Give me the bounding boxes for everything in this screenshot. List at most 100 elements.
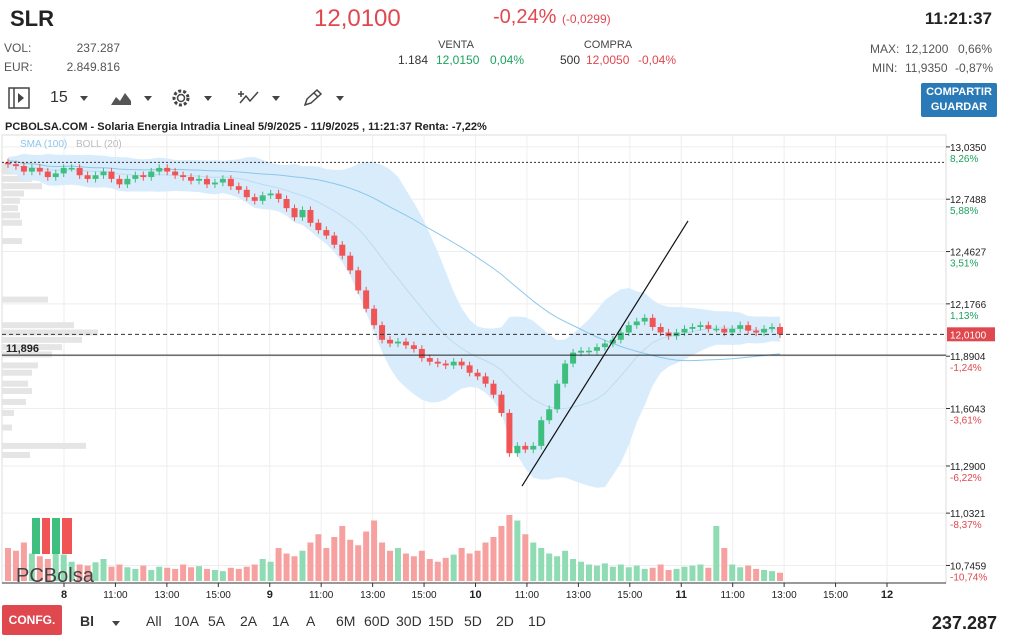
- candle-body: [68, 167, 75, 170]
- volume-bar: [180, 564, 187, 581]
- candle-body: [251, 197, 258, 201]
- config-button[interactable]: CONFG.: [2, 605, 62, 635]
- candle-body: [570, 352, 577, 364]
- profile-bar: [2, 452, 30, 458]
- chart-type-select[interactable]: [110, 87, 152, 109]
- volume-bar: [697, 564, 704, 581]
- candle-body: [681, 328, 688, 333]
- panel-toggle-button[interactable]: [8, 87, 30, 109]
- range-button-15d[interactable]: 15D: [428, 613, 454, 629]
- price-change: -0,24% (-0,0299): [493, 6, 611, 29]
- eur-label: EUR:: [4, 60, 33, 74]
- x-tick-label: 13:00: [360, 590, 385, 601]
- y-tick-pct: -1,24%: [950, 363, 982, 374]
- range-button-2d[interactable]: 2D: [496, 613, 514, 629]
- range-button-6m[interactable]: 6M: [336, 613, 356, 629]
- indicators-select[interactable]: [238, 87, 280, 109]
- chart-lines: 11,896: [2, 161, 946, 487]
- sell-box: VENTA 1.184 12,0150 0,04%: [382, 38, 530, 68]
- y-tick-pct: 5,88%: [950, 206, 978, 217]
- volume-bar: [275, 548, 282, 581]
- draw-tools-select[interactable]: [302, 87, 344, 109]
- candle-body: [203, 178, 210, 185]
- candle-body: [490, 383, 497, 395]
- candle-body: [339, 244, 346, 256]
- candle-body: [522, 445, 529, 450]
- x-tick-label: 11:00: [103, 590, 128, 601]
- volume-bar: [307, 542, 314, 581]
- range-button-1d[interactable]: 1D: [528, 613, 546, 629]
- volume-bar: [227, 567, 234, 581]
- candle-body: [689, 327, 696, 329]
- volume-bar: [148, 570, 155, 581]
- range-button-all[interactable]: All: [146, 613, 162, 629]
- volume-bar: [164, 567, 171, 581]
- share-save-button[interactable]: COMPARTIR GUARDAR: [921, 83, 997, 117]
- gear-icon: [172, 89, 190, 107]
- volume-bar: [371, 520, 378, 581]
- volume-bar: [609, 566, 616, 581]
- candle-body: [554, 383, 561, 410]
- range-button-1a[interactable]: 1A: [272, 613, 290, 629]
- range-button-5a[interactable]: 5A: [208, 613, 226, 629]
- candle-body: [259, 195, 266, 201]
- support-line-label: 11,896: [6, 343, 39, 355]
- range-button-60d[interactable]: 60D: [364, 613, 390, 629]
- volume-bar: [68, 561, 75, 581]
- x-tick-label: 11:00: [515, 590, 540, 601]
- last-price: 12,0100: [314, 5, 401, 32]
- interval-select[interactable]: 15: [50, 87, 88, 109]
- range-button-10a[interactable]: 10A: [174, 613, 199, 629]
- volume-bar: [530, 542, 537, 581]
- volume-bar: [60, 554, 67, 581]
- y-tick-label: 11,8904: [950, 352, 986, 363]
- range-button-5d[interactable]: 5D: [464, 613, 482, 629]
- profile-bar: [2, 175, 32, 182]
- profile-bar: [2, 369, 32, 376]
- change-abs: (-0,0299): [561, 12, 611, 26]
- candle-body: [315, 222, 322, 231]
- candle-body: [76, 167, 83, 176]
- last-price-tag: [947, 327, 995, 342]
- candle-body: [267, 193, 274, 196]
- volume-bar: [108, 566, 115, 581]
- time-axis: 8 11:00 13:00 15:00 9 11:00 13:00 15:00 10 11:00 1…: [2, 582, 946, 601]
- eur-value: 2.849.816: [66, 60, 120, 74]
- volume-bar: [291, 556, 298, 581]
- y-tick-pct: 1,13%: [950, 311, 978, 322]
- profile-bar: [2, 329, 98, 336]
- range-button-2a[interactable]: 2A: [240, 613, 258, 629]
- candle-body: [20, 166, 27, 172]
- volume-bar: [12, 550, 19, 581]
- range-button-a[interactable]: A: [306, 613, 316, 629]
- candle-body: [721, 328, 728, 333]
- volume-bar: [36, 556, 43, 581]
- volume-bar: [458, 548, 465, 581]
- bollinger-middle: [7, 163, 781, 410]
- profile-bar: [2, 362, 38, 369]
- volume-bar: [426, 559, 433, 581]
- volume-bar: [721, 548, 728, 581]
- y-tick-pct: -10,74%: [950, 572, 987, 583]
- candle-body: [514, 445, 521, 454]
- volume-bar: [753, 568, 760, 581]
- candle-body: [132, 175, 139, 179]
- candle-body: [745, 325, 752, 331]
- candle-body: [585, 350, 592, 353]
- candle-body: [307, 209, 314, 223]
- change-pct: -0,24%: [493, 6, 557, 28]
- candle-body: [211, 182, 218, 185]
- volume-bar: [745, 565, 752, 581]
- mode-select[interactable]: Bl: [80, 613, 120, 629]
- candle-body: [482, 376, 489, 384]
- candle-body: [601, 343, 608, 348]
- volume-bar: [331, 537, 338, 581]
- volume-bar: [601, 563, 608, 581]
- y-tick-label: 12,4627: [950, 248, 987, 259]
- volume-bar: [617, 564, 624, 581]
- candle-body: [777, 327, 783, 335]
- range-button-30d[interactable]: 30D: [396, 613, 422, 629]
- settings-select[interactable]: [170, 87, 212, 109]
- interval-value: 15: [50, 89, 68, 106]
